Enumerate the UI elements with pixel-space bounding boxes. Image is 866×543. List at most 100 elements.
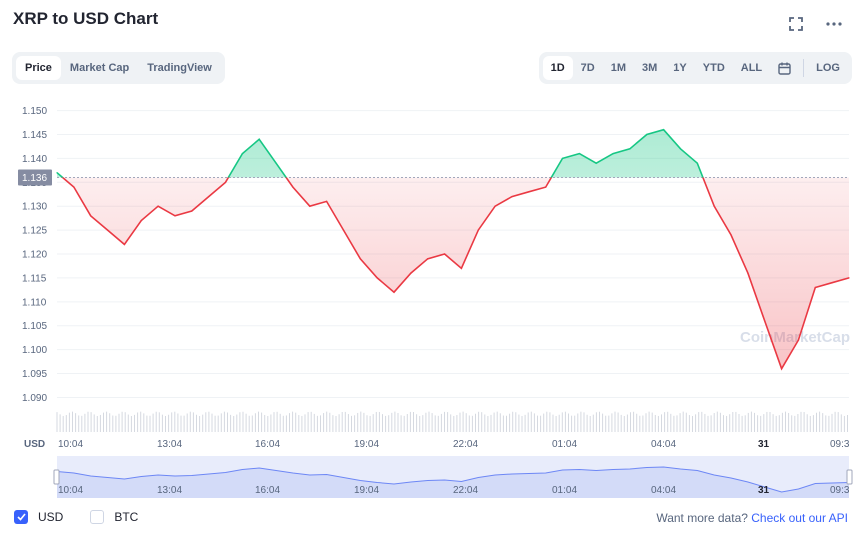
y-tick-label: 1.130 [22, 202, 47, 213]
y-tick-label: 1.105 [22, 321, 47, 332]
data-point [477, 229, 479, 231]
calendar-icon[interactable] [770, 56, 799, 81]
data-point [140, 219, 142, 222]
data-point [326, 200, 328, 203]
time-range-tabs: 1D 7D 1M 3M 1Y YTD ALL LOG [538, 52, 852, 84]
price-area [57, 129, 849, 369]
data-point [848, 277, 850, 279]
data-point [56, 172, 58, 174]
data-point [831, 282, 833, 284]
data-point [275, 162, 277, 164]
chart-type-tabs: Price Market Cap TradingView [12, 52, 225, 84]
navigator-tick-label: 01:04 [552, 485, 577, 496]
data-point [747, 272, 749, 274]
x-tick-label: 22:04 [453, 439, 478, 450]
y-tick-label: 1.095 [22, 369, 47, 380]
data-point [595, 162, 597, 164]
x-tick-label: 16:04 [255, 439, 280, 450]
data-point [427, 258, 429, 260]
tab-price[interactable]: Price [16, 56, 61, 80]
data-point [780, 368, 783, 370]
data-point [679, 148, 682, 150]
navigator-handle-right[interactable] [846, 469, 853, 485]
price-area-up [57, 129, 849, 178]
data-point [157, 205, 159, 207]
data-point [460, 267, 463, 269]
data-point [258, 138, 260, 140]
data-point [292, 186, 294, 188]
data-point [376, 277, 378, 279]
tab-1d[interactable]: 1D [542, 56, 573, 80]
data-point [646, 133, 648, 136]
navigator-area [57, 467, 849, 498]
data-point [342, 229, 345, 231]
data-point [241, 152, 243, 155]
range-navigator[interactable]: 10:04 13:04 16:04 19:04 22:04 01:04 04:04 31 09:… [53, 456, 853, 498]
tab-3m[interactable]: 3M [642, 62, 658, 74]
tab-1m[interactable]: 1M [610, 62, 627, 74]
usd-checkbox[interactable] [14, 510, 28, 524]
tab-all[interactable]: ALL [740, 62, 763, 74]
data-point [730, 234, 732, 236]
data-point [393, 291, 395, 293]
api-link[interactable]: Check out our API [751, 511, 848, 525]
data-point [511, 196, 513, 198]
x-tick-label: 10:04 [58, 439, 83, 450]
tab-1y[interactable]: 1Y [673, 62, 687, 74]
data-point [410, 272, 412, 274]
x-tick-label: 31 [758, 439, 770, 450]
tab-market-cap[interactable]: Market Cap [69, 62, 130, 74]
data-point [359, 258, 361, 260]
x-tick-label: 19:04 [354, 439, 379, 450]
y-tick-label: 1.125 [22, 226, 47, 237]
navigator-tick-label: 22:04 [453, 485, 478, 496]
more-options-icon[interactable] [824, 14, 844, 34]
log-scale-toggle[interactable]: LOG [816, 62, 840, 74]
x-tick-label: 01:04 [552, 439, 577, 450]
navigator-tick-label: 31 [758, 485, 770, 496]
y-tick-label: 1.140 [22, 154, 47, 165]
data-point [814, 286, 816, 289]
baseline-label-text: 1.136 [22, 173, 47, 184]
data-point [629, 148, 631, 150]
baseline-label: 1.136 [18, 169, 52, 186]
btc-checkbox[interactable] [90, 510, 105, 524]
price-line [56, 128, 850, 371]
data-point [208, 196, 210, 198]
currency-toggles: USD BTC [14, 510, 138, 524]
data-point [90, 215, 92, 217]
y-tick-label: 1.150 [22, 106, 47, 117]
fullscreen-icon[interactable] [786, 14, 806, 34]
price-area-down [57, 177, 849, 369]
data-point [545, 186, 547, 188]
navigator-tick-label: 19:04 [354, 485, 379, 496]
y-tick-label: 1.145 [22, 130, 47, 141]
navigator-tick-label: 09:3 [830, 485, 850, 496]
y-axis-labels: 1.1501.1451.1401.1351.1301.1251.1201.115… [22, 106, 47, 404]
x-tick-label: 09:3 [830, 439, 850, 450]
navigator-handle-left[interactable] [53, 469, 60, 485]
usd-label: USD [38, 510, 64, 524]
tab-ytd[interactable]: YTD [702, 62, 725, 74]
x-tick-label: 04:04 [651, 439, 676, 450]
y-tick-label: 1.100 [22, 345, 47, 356]
y-tick-label: 1.115 [22, 273, 47, 284]
data-point [764, 320, 766, 322]
price-line-down [61, 177, 850, 371]
y-tick-label: 1.110 [22, 297, 47, 308]
price-chart: CoinMarketCap 1.1501.1451.1401.1351.1301… [18, 106, 853, 498]
x-axis-labels: 10:04 13:04 16:04 19:04 22:04 01:04 04:04 31 09:… [58, 439, 850, 450]
x-tick-label: 13:04 [157, 439, 182, 450]
tab-7d[interactable]: 7D [580, 62, 595, 74]
navigator-line [56, 466, 850, 493]
divider [803, 59, 805, 77]
data-point [612, 152, 614, 155]
data-point [174, 215, 176, 217]
y-tick-label: 1.090 [22, 393, 47, 404]
chart-toolbar [786, 14, 844, 34]
data-point [309, 205, 311, 207]
data-point [224, 181, 227, 183]
navigator-tick-label: 10:04 [58, 485, 83, 496]
data-point [106, 229, 109, 231]
tab-tradingview[interactable]: TradingView [147, 62, 212, 74]
